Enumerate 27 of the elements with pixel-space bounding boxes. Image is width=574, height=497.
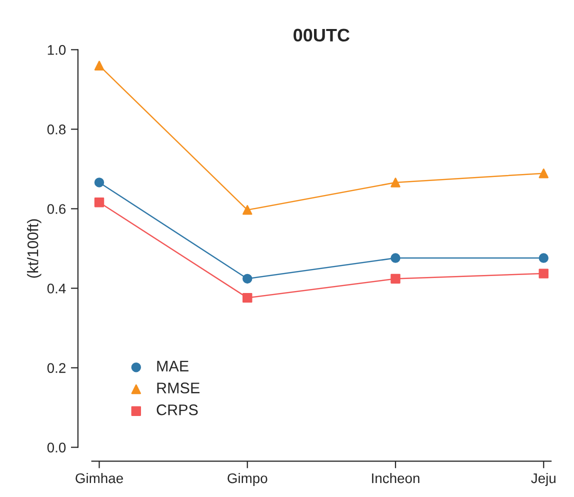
chart-title: 00UTC [294,28,350,42]
legend-label: CRPS [156,404,198,416]
point [538,268,548,278]
point [242,205,252,215]
x-tick-label: Gimhae [76,472,123,484]
point [390,178,400,188]
legend-label: RMSE [157,382,200,394]
point [94,198,104,208]
legend-label: MAE [157,360,188,372]
x-tick-label: Jeju [531,472,556,486]
y-tick-label: 0.6 [47,204,66,214]
point [390,253,400,263]
point [242,292,252,303]
y-tick-label: 0.2 [47,363,66,373]
y-tick-label: 1.0 [48,45,66,55]
point [538,168,548,178]
y-tick-label: 0.8 [47,124,66,134]
point [390,274,400,284]
point [94,178,104,188]
y-tick-label: 0.4 [47,284,66,294]
point [538,253,548,263]
point [242,274,252,284]
y-axis-title: (kt/100ft) [27,219,42,278]
x-tick-label: Incheon [372,472,420,484]
point [94,60,104,70]
x-tick-label: Gimpo [228,472,268,486]
y-tick-label: 0.0 [47,442,66,452]
